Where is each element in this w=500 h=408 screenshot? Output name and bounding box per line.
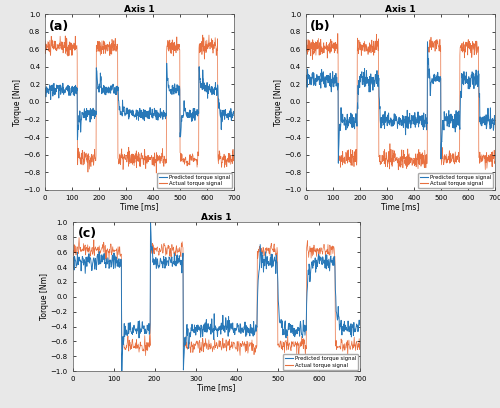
Legend: Predicted torque signal, Actual torque signal: Predicted torque signal, Actual torque s… xyxy=(283,354,358,370)
Text: (a): (a) xyxy=(49,20,69,33)
Legend: Predicted torque signal, Actual torque signal: Predicted torque signal, Actual torque s… xyxy=(418,173,494,188)
X-axis label: Time [ms]: Time [ms] xyxy=(120,202,158,211)
Title: Axis 1: Axis 1 xyxy=(201,213,232,222)
Legend: Predicted torque signal, Actual torque signal: Predicted torque signal, Actual torque s… xyxy=(157,173,232,188)
X-axis label: Time [ms]: Time [ms] xyxy=(382,202,420,211)
X-axis label: Time [ms]: Time [ms] xyxy=(197,384,235,392)
Y-axis label: Torque [Nm]: Torque [Nm] xyxy=(40,273,49,320)
Y-axis label: Torque [Nm]: Torque [Nm] xyxy=(12,78,22,126)
Title: Axis 1: Axis 1 xyxy=(124,4,155,13)
Title: Axis 1: Axis 1 xyxy=(385,4,416,13)
Text: (c): (c) xyxy=(78,227,98,240)
Text: (b): (b) xyxy=(310,20,330,33)
Y-axis label: Torque [Nm]: Torque [Nm] xyxy=(274,78,282,126)
